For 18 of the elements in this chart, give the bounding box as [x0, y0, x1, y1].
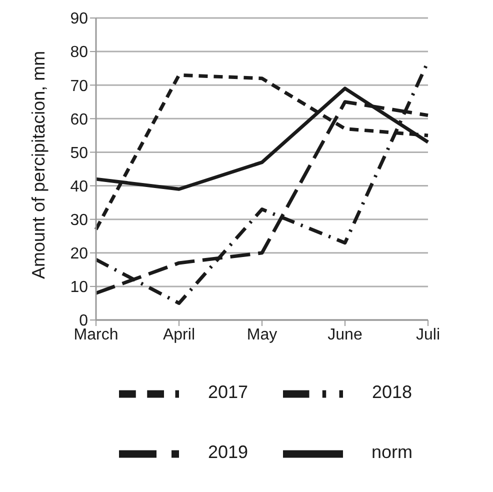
legend-label: 2017 — [206, 382, 250, 404]
x-tick-label: May — [246, 326, 278, 344]
y-tick-label: 50 — [70, 144, 88, 162]
legend-label: norm — [370, 442, 414, 464]
y-tick-label: 80 — [70, 44, 88, 62]
y-tick-label: 10 — [70, 279, 88, 296]
y-tick-label: 20 — [70, 246, 88, 263]
x-tick-label: June — [328, 326, 362, 344]
y-axis-title: Amount of percipitacion, mm — [28, 50, 48, 279]
legend-label: 2019 — [206, 442, 250, 464]
y-tick-label: 90 — [70, 10, 88, 28]
y-tick-label: 70 — [70, 78, 88, 95]
x-tick-label: April — [162, 326, 196, 344]
y-tick-label: 40 — [70, 178, 88, 196]
y-tick-label: 30 — [70, 212, 88, 230]
x-tick-label: Juli — [416, 326, 440, 344]
y-tick-label: 60 — [70, 111, 88, 128]
legend-label: 2018 — [370, 382, 414, 404]
